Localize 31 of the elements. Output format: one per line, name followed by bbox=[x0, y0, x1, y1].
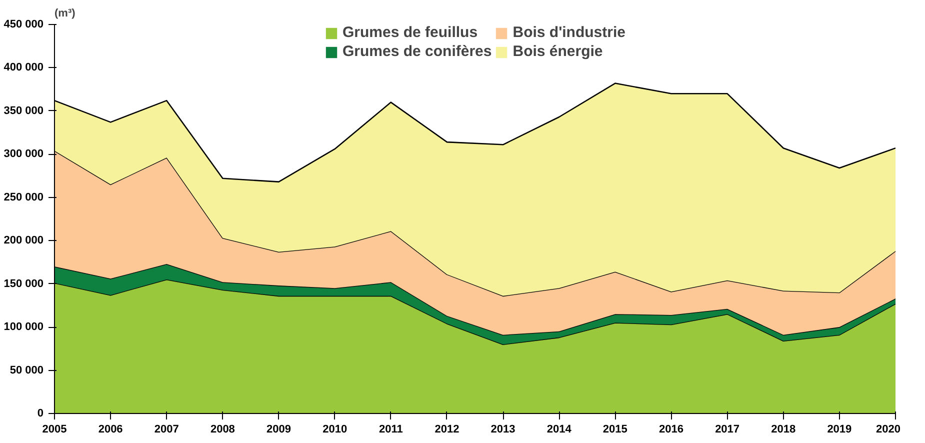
x-tick-label: 2016 bbox=[659, 424, 684, 436]
y-tick-label: 200 000 bbox=[4, 234, 44, 247]
x-tick-label: 2018 bbox=[771, 424, 796, 436]
x-tick-label: 2007 bbox=[154, 424, 179, 436]
legend-label: Grumes de feuillus bbox=[342, 24, 478, 41]
legend-label: Grumes de conifères bbox=[342, 43, 492, 60]
x-tick-label: 2014 bbox=[546, 424, 572, 436]
x-tick-label: 2010 bbox=[322, 424, 348, 436]
legend-label: Bois d'industrie bbox=[512, 24, 626, 41]
x-tick-label: 2013 bbox=[490, 424, 516, 436]
x-tick-label: 2008 bbox=[210, 424, 235, 436]
y-tick-label: 250 000 bbox=[4, 191, 44, 204]
x-tick-label: 2017 bbox=[715, 424, 740, 436]
x-tick-label: 2019 bbox=[827, 424, 852, 436]
y-tick-label: 0 bbox=[37, 408, 44, 420]
x-tick-label: 2015 bbox=[602, 424, 628, 436]
y-tick-label: 100 000 bbox=[4, 321, 44, 334]
y-tick-label: 400 000 bbox=[4, 62, 44, 74]
y-tick-label: 350 000 bbox=[4, 104, 44, 117]
x-tick-label: 2009 bbox=[266, 424, 292, 436]
x-tick-label: 2011 bbox=[378, 424, 403, 436]
x-tick-label: 2012 bbox=[434, 424, 460, 436]
x-tick-label: 2006 bbox=[98, 424, 123, 436]
legend-label: Bois énergie bbox=[512, 43, 603, 60]
y-tick-label: 450 000 bbox=[4, 18, 44, 30]
y-tick-label: 300 000 bbox=[4, 148, 44, 160]
y-axis-title: (m³) bbox=[54, 8, 76, 20]
y-tick-label: 150 000 bbox=[4, 278, 44, 290]
y-tick-label: 50 000 bbox=[10, 364, 44, 376]
x-tick-label: 2020 bbox=[876, 424, 901, 436]
x-tick-label: 2005 bbox=[42, 424, 67, 436]
